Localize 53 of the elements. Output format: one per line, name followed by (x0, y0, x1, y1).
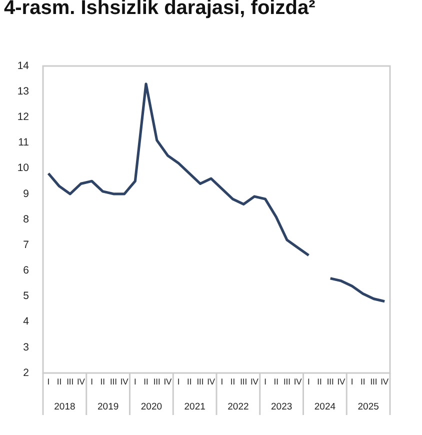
x-tick-label: III (240, 376, 248, 386)
text: 2020 (140, 402, 162, 413)
x-tick-label: III (283, 376, 291, 386)
y-tick-label: 12 (17, 111, 30, 124)
y-tick-label: 4 (23, 316, 30, 328)
y-tick-label: 5 (23, 290, 30, 302)
text: 2019 (97, 402, 119, 413)
x-tick-label: I (177, 376, 180, 386)
text: 2025 (358, 402, 379, 413)
y-tick-label: 7 (23, 238, 30, 251)
x-tick-label: II (56, 376, 62, 386)
y-tick-label: 6 (23, 264, 30, 277)
text: 2024 (314, 402, 336, 413)
y-tick-label: 2 (23, 366, 30, 379)
x-tick-label: IV (294, 376, 302, 386)
x-tick-label: IV (164, 376, 172, 386)
x-tick-label: I (220, 376, 224, 386)
x-tick-label: IV (120, 376, 129, 386)
y-tick-label: 13 (17, 85, 30, 98)
x-tick-label: II (230, 376, 236, 386)
x-tick-label: IV (76, 376, 86, 386)
x-tick-label: II (100, 376, 106, 386)
x-tick-label: IV (207, 376, 216, 386)
x-tick-label: IV (380, 376, 389, 386)
x-tick-label: II (274, 376, 279, 386)
x-tick-label: III (326, 376, 334, 386)
x-tick-label: III (153, 376, 160, 386)
x-tick-label: IV (250, 376, 259, 386)
x-tick-label: III (370, 376, 378, 386)
x-tick-label: III (66, 376, 74, 386)
x-tick-label: I (134, 376, 136, 386)
y-tick-label: 11 (18, 136, 30, 149)
x-tick-label: II (144, 376, 148, 386)
y-tick-label: 3 (23, 341, 30, 354)
x-tick-label: I (47, 376, 50, 386)
y-tick-label: 9 (23, 188, 30, 200)
x-tick-label: II (317, 376, 322, 386)
x-tick-label: I (90, 376, 93, 386)
text: 2021 (184, 402, 206, 413)
text: 2022 (228, 402, 249, 413)
text: 2023 (270, 402, 292, 413)
x-tick-label: I (307, 376, 310, 386)
x-tick-label: I (264, 376, 266, 386)
y-tick-label: 8 (23, 213, 30, 226)
x-tick-label: III (196, 376, 204, 386)
x-tick-label: II (187, 376, 192, 386)
text: 2018 (54, 402, 76, 413)
x-tick-label: III (110, 376, 118, 386)
y-tick-label: 14 (17, 60, 30, 72)
y-tick-label: 10 (17, 162, 30, 174)
x-tick-label: IV (337, 376, 346, 386)
x-tick-label: I (350, 376, 354, 386)
x-tick-label: II (360, 376, 366, 386)
